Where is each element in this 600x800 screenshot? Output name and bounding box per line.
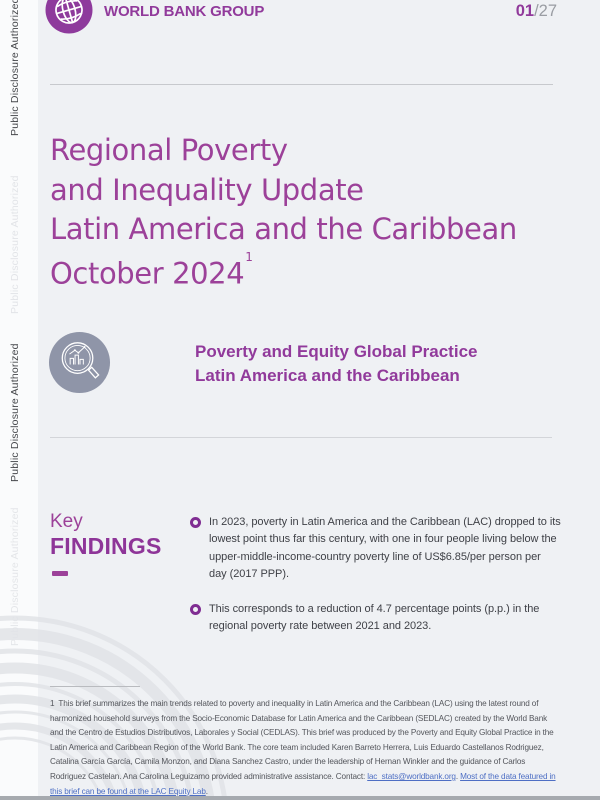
page-total: /27 xyxy=(534,2,557,20)
ring-bullet-icon xyxy=(190,517,201,528)
page-number: 01/27 xyxy=(516,2,557,21)
footnote-body: This brief summarizes the main trends re… xyxy=(50,699,554,781)
footnote-number: 1 xyxy=(50,699,55,708)
org-name: WORLD BANK GROUP xyxy=(104,3,265,20)
report-title: Regional Poverty and Inequality Update L… xyxy=(50,131,517,294)
key-findings-label: Key FINDINGS xyxy=(50,511,162,576)
practice-unit: Poverty and Equity Global Practice Latin… xyxy=(195,340,477,387)
footnote: 1 This brief summarizes the main trends r… xyxy=(50,697,562,799)
ring-bullet-icon xyxy=(190,603,201,615)
title-line: October 20241 xyxy=(50,250,517,294)
header-divider xyxy=(50,84,553,85)
disclosure-stamp: Public Disclosure Authorized xyxy=(9,0,21,136)
footnote-marker: 1 xyxy=(245,249,253,264)
key-findings-heading: FINDINGS xyxy=(50,533,162,559)
title-line: Regional Poverty xyxy=(50,133,288,167)
world-bank-logo-icon xyxy=(45,0,93,34)
footnote-separator: . xyxy=(455,771,461,781)
title-date: October 2024 xyxy=(50,256,245,291)
finding-text: In 2023, poverty in Latin America and th… xyxy=(209,516,561,581)
title-line: Latin America and the Caribbean xyxy=(50,212,517,246)
disclosure-stamp: Public Disclosure Authorized xyxy=(9,343,21,482)
footnote-divider xyxy=(50,686,140,687)
practice-line: Latin America and the Caribbean xyxy=(195,365,460,385)
key-findings-list: In 2023, poverty in Latin America and th… xyxy=(190,514,562,652)
section-divider xyxy=(50,437,552,438)
list-item: This corresponds to a reduction of 4.7 p… xyxy=(190,601,562,636)
key-findings-eyebrow: Key xyxy=(50,511,83,532)
page-edge-bar xyxy=(0,796,600,800)
title-line: and Inequality Update xyxy=(50,172,364,207)
finding-text: This corresponds to a reduction of 4.7 p… xyxy=(209,602,540,633)
equity-lab-link[interactable]: Most of the data featured in this brief … xyxy=(50,771,556,796)
disclosure-stamp: Public Disclosure Authorized xyxy=(9,175,21,314)
practice-line: Poverty and Equity Global Practice xyxy=(195,342,478,361)
footnote-end: . xyxy=(205,786,208,796)
list-item: In 2023, poverty in Latin America and th… xyxy=(190,514,562,584)
accent-dash xyxy=(52,571,68,576)
page-current: 01 xyxy=(515,2,535,20)
email-link[interactable]: lac_stats@worldbank.org xyxy=(367,771,456,781)
swirl-watermark xyxy=(0,615,228,800)
magnifier-bar-chart-icon xyxy=(48,331,111,394)
